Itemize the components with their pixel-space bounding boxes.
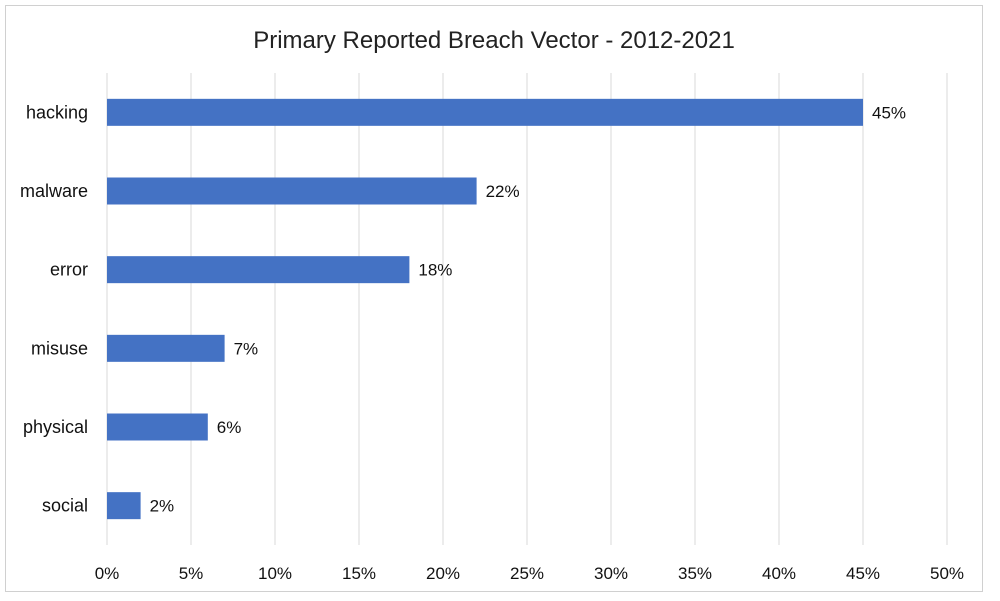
data-label: 22% (486, 182, 520, 201)
bar-error (107, 256, 410, 284)
category-label: social (42, 496, 88, 516)
category-label: physical (23, 417, 88, 437)
data-label: 18% (418, 261, 452, 280)
bar-malware (107, 177, 477, 205)
gridlines (106, 73, 948, 545)
x-tick-label: 40% (762, 564, 796, 583)
data-label: 2% (150, 497, 175, 516)
category-label: hacking (26, 102, 88, 122)
data-label: 6% (217, 418, 242, 437)
category-label: malware (20, 181, 88, 201)
x-tick-label: 5% (179, 564, 204, 583)
x-tick-label: 0% (95, 564, 120, 583)
x-tick-label: 45% (846, 564, 880, 583)
category-label: misuse (31, 338, 88, 358)
data-label: 7% (234, 339, 259, 358)
bar-hacking (107, 98, 863, 126)
x-tick-label: 10% (258, 564, 292, 583)
data-label: 45% (872, 103, 906, 122)
chart-title: Primary Reported Breach Vector - 2012-20… (253, 27, 735, 54)
bar-social (107, 492, 141, 520)
category-label: error (50, 260, 88, 280)
category-labels: hacking malware error misuse physical social (20, 102, 88, 515)
bar-physical (107, 413, 208, 441)
data-labels: 45% 22% 18% 7% 6% 2% (150, 103, 906, 515)
bar-misuse (107, 334, 225, 362)
x-axis-tick-labels: 0% 5% 10% 15% 20% 25% 30% 35% 40% 45% 50% (95, 564, 964, 583)
x-tick-label: 25% (510, 564, 544, 583)
x-tick-label: 35% (678, 564, 712, 583)
x-tick-label: 20% (426, 564, 460, 583)
bars (107, 98, 863, 520)
x-tick-label: 30% (594, 564, 628, 583)
x-tick-label: 15% (342, 564, 376, 583)
x-tick-label: 50% (930, 564, 964, 583)
